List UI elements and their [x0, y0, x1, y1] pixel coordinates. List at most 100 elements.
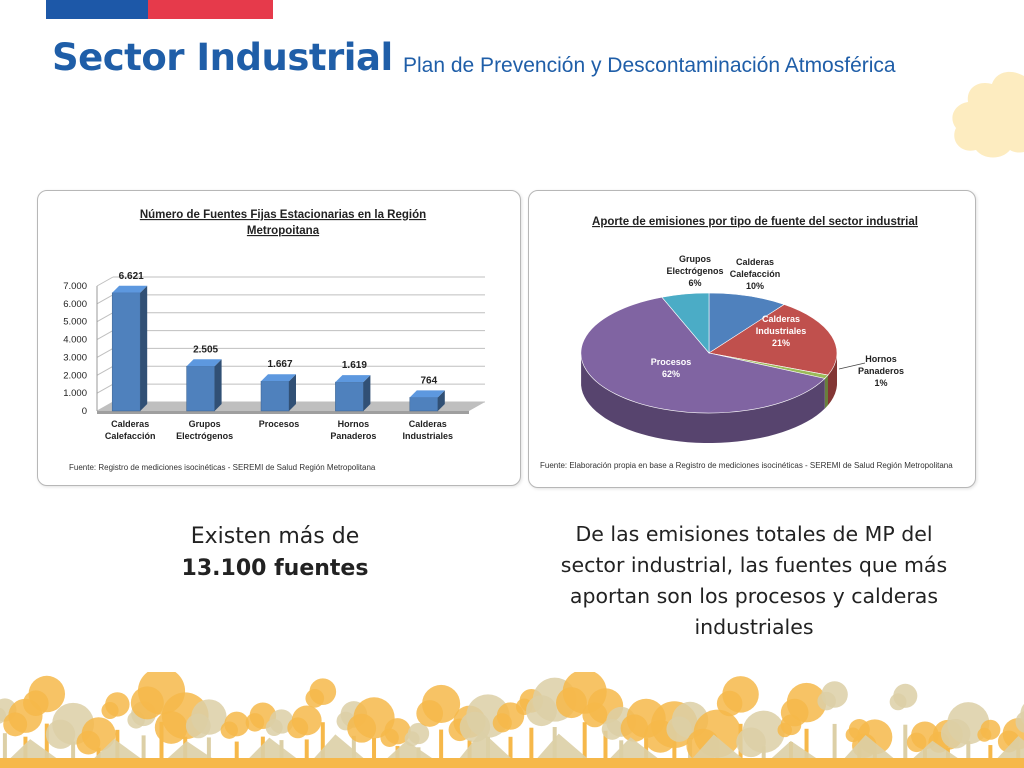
cloud-decoration [952, 71, 1024, 158]
y-tick-label: 6.000 [63, 299, 87, 310]
tree-trunk [71, 741, 76, 768]
pie-slice-label: Panaderos [858, 366, 904, 376]
bar-side [214, 359, 222, 411]
x-category-label: Grupos [189, 419, 221, 429]
tree-crown [245, 713, 265, 732]
gridline-side [96, 365, 114, 376]
pie-slice [708, 304, 838, 376]
tree-crown [416, 700, 444, 727]
bar-chart-title-line2: Metropoitana [247, 225, 320, 237]
tree-crown [817, 691, 836, 711]
bar-chart-source: Fuente: Registro de mediciones isocinéti… [69, 463, 376, 472]
tree-crown [582, 702, 608, 728]
tree-crown [780, 698, 809, 727]
bar [335, 381, 364, 412]
tree-crown [185, 713, 211, 739]
tree-trunk [988, 745, 993, 768]
pie-chart-title: Aporte de emisiones por tipo de fuente d… [592, 216, 918, 228]
bar-data-label: 2.505 [193, 344, 218, 355]
tree-trunk [206, 737, 211, 768]
bar-chart-y-axis: 0 1.000 2.000 3.000 4.000 5.000 6.000 7.000 [63, 281, 98, 417]
gridline-side [96, 294, 114, 305]
bar [260, 380, 290, 412]
tree-trunk [804, 728, 809, 768]
bar-chart-bars: 6.621 2.505 1.667 1.619 764 [111, 271, 445, 412]
tree-trunk [159, 721, 164, 768]
y-tick-label: 0 [82, 406, 87, 417]
page-title: Sector Industrial [52, 36, 393, 79]
tree-trunk [44, 723, 49, 768]
tree-crown [556, 687, 587, 719]
y-tick-label: 4.000 [63, 335, 87, 346]
bar-data-label: 1.667 [267, 359, 292, 370]
tree-crown [101, 701, 119, 720]
tree-crown [287, 717, 309, 739]
bar-top [112, 285, 148, 293]
pie-slice-side [581, 355, 825, 443]
gridline-side [96, 383, 114, 394]
caption-left-line2: 13.100 fuentes [181, 556, 369, 581]
x-category-label: Industriales [403, 431, 454, 441]
tree-trunk [372, 737, 377, 768]
pie-slice-label: Electrógenos [666, 266, 723, 276]
flag-stripe-blue [46, 0, 148, 19]
floor-front [97, 411, 469, 414]
x-category-label: Calderas [409, 419, 447, 429]
tree-crown [777, 722, 792, 738]
x-category-label: Hornos [338, 419, 370, 429]
page-subtitle: Plan de Prevención y Descontaminación At… [403, 54, 896, 77]
tree-crown [601, 718, 623, 740]
pie-slice-side [824, 375, 828, 409]
bar-data-label: 6.621 [119, 271, 144, 282]
tree-crown [716, 690, 743, 717]
tree-crown [1015, 711, 1024, 733]
x-category-label: Panaderos [330, 431, 376, 441]
pie-slice-label: Grupos [679, 254, 711, 264]
y-tick-label: 5.000 [63, 317, 87, 328]
pie-slice-label: Hornos [865, 354, 897, 364]
gridline-side [96, 276, 114, 287]
tree-trunk [966, 741, 971, 768]
flag-stripe-red [148, 0, 273, 19]
pie-leader-line [838, 362, 866, 370]
bar-side [289, 374, 296, 411]
bar [186, 366, 215, 412]
bar-side [140, 285, 148, 411]
bar-side [437, 390, 445, 411]
y-tick-label: 3.000 [63, 352, 87, 363]
tree-crown [666, 716, 692, 742]
caption-left-line1: Existen más de [190, 524, 360, 549]
pie-slice-label: Procesos [651, 357, 692, 367]
pie-slice-label: 62% [662, 369, 680, 379]
tree-crown [347, 713, 377, 743]
bar-chart-title: Número de Fuentes Fijas Estacionarias en… [140, 209, 426, 221]
tree-trunk [508, 736, 513, 768]
pie-slice-label: 1% [874, 378, 887, 388]
bar-chart-panel: Número de Fuentes Fijas Estacionarias en… [37, 190, 521, 486]
tree-crown [3, 712, 28, 737]
pie-slice-label: Calderas [762, 314, 800, 324]
gridline-side [96, 347, 114, 358]
bar-top [261, 374, 296, 382]
tree-trunk [234, 741, 239, 768]
tree-trunk [761, 746, 766, 768]
pie-chart: Aporte de emisiones por tipo de fuente d… [540, 216, 953, 470]
gridline-side [96, 330, 114, 341]
bar-chart: Número de Fuentes Fijas Estacionarias en… [63, 209, 485, 472]
bar-chart-categories: Calderas Calefacción Grupos Electrógenos Pro… [105, 419, 453, 441]
x-category-label: Calderas [111, 419, 149, 429]
tree-trunk [832, 723, 837, 768]
tree-trunk [320, 722, 325, 768]
pie-chart-slices [580, 292, 838, 443]
tree-trunk [603, 730, 608, 768]
y-tick-label: 7.000 [63, 281, 87, 292]
bar-chart-gridlines [96, 276, 485, 412]
x-category-label: Procesos [259, 419, 300, 429]
x-category-label: Electrógenos [176, 431, 233, 441]
ground-strip [0, 758, 1024, 768]
pie-slice-label: Calderas [736, 257, 774, 267]
tree-crown [305, 689, 325, 708]
pie-slice-side [828, 353, 837, 406]
pie-slice-label: 10% [746, 281, 764, 291]
y-tick-label: 1.000 [63, 388, 87, 399]
